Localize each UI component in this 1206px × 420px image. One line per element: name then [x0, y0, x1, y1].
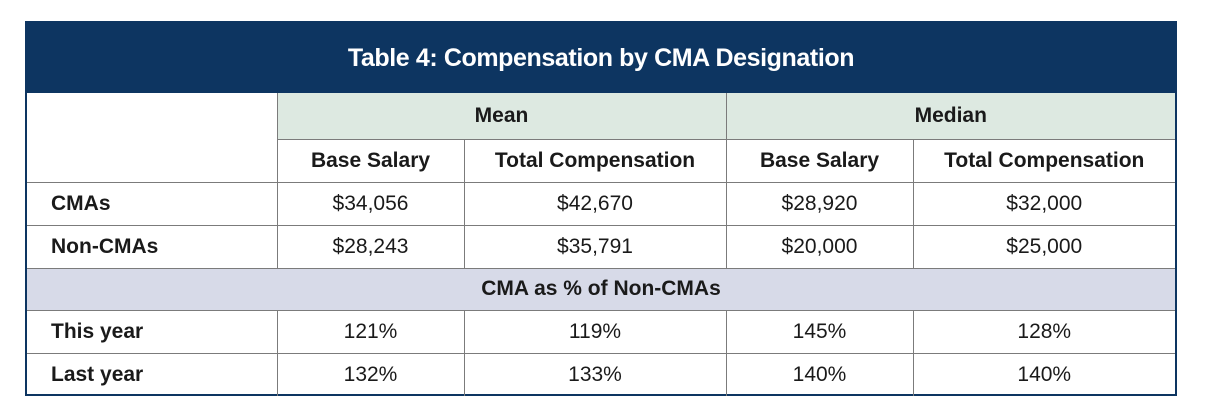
row-label: Last year [27, 352, 278, 396]
compensation-table-card: Table 4: Compensation by CMA Designation… [25, 21, 1177, 396]
table-cell: $32,000 [912, 181, 1175, 226]
table-cell: 121% [276, 309, 465, 354]
col-header-mean-base: Base Salary [277, 138, 465, 183]
table-cell: 140% [912, 352, 1175, 396]
compensation-table: Mean Median Base Salary Total Compensati… [27, 93, 1175, 396]
table-cell: $35,791 [463, 224, 727, 269]
table-row: CMAs $34,056 $42,670 $28,920 $32,000 [27, 181, 1175, 226]
col-header-median-base: Base Salary [725, 138, 914, 183]
row-label: CMAs [27, 181, 278, 226]
row-label: This year [27, 309, 278, 354]
row-label: Non-CMAs [27, 224, 278, 269]
table-cell: 133% [463, 352, 727, 396]
table-cell: 119% [463, 309, 727, 354]
col-header-median-total: Total Compensation [912, 138, 1175, 183]
table-cell: 132% [276, 352, 465, 396]
table-cell: $34,056 [276, 181, 465, 226]
table-cell: 140% [725, 352, 914, 396]
table-cell: $25,000 [912, 224, 1175, 269]
group-header-mean: Mean [276, 93, 727, 140]
section-band-cma-percent: CMA as % of Non-CMAs [27, 267, 1175, 311]
table-row: Non-CMAs $28,243 $35,791 $20,000 $25,000 [27, 224, 1175, 269]
table-cell: 128% [912, 309, 1175, 354]
table-title: Table 4: Compensation by CMA Designation [27, 23, 1175, 93]
table-cell: $28,920 [725, 181, 914, 226]
col-header-mean-total: Total Compensation [463, 138, 727, 183]
corner-cell [27, 93, 278, 183]
table-cell: 145% [725, 309, 914, 354]
table-row: This year 121% 119% 145% 128% [27, 309, 1175, 354]
table-cell: $28,243 [276, 224, 465, 269]
table-cell: $42,670 [463, 181, 727, 226]
table-cell: $20,000 [725, 224, 914, 269]
table-row: Last year 132% 133% 140% 140% [27, 352, 1175, 396]
group-header-median: Median [725, 93, 1175, 140]
